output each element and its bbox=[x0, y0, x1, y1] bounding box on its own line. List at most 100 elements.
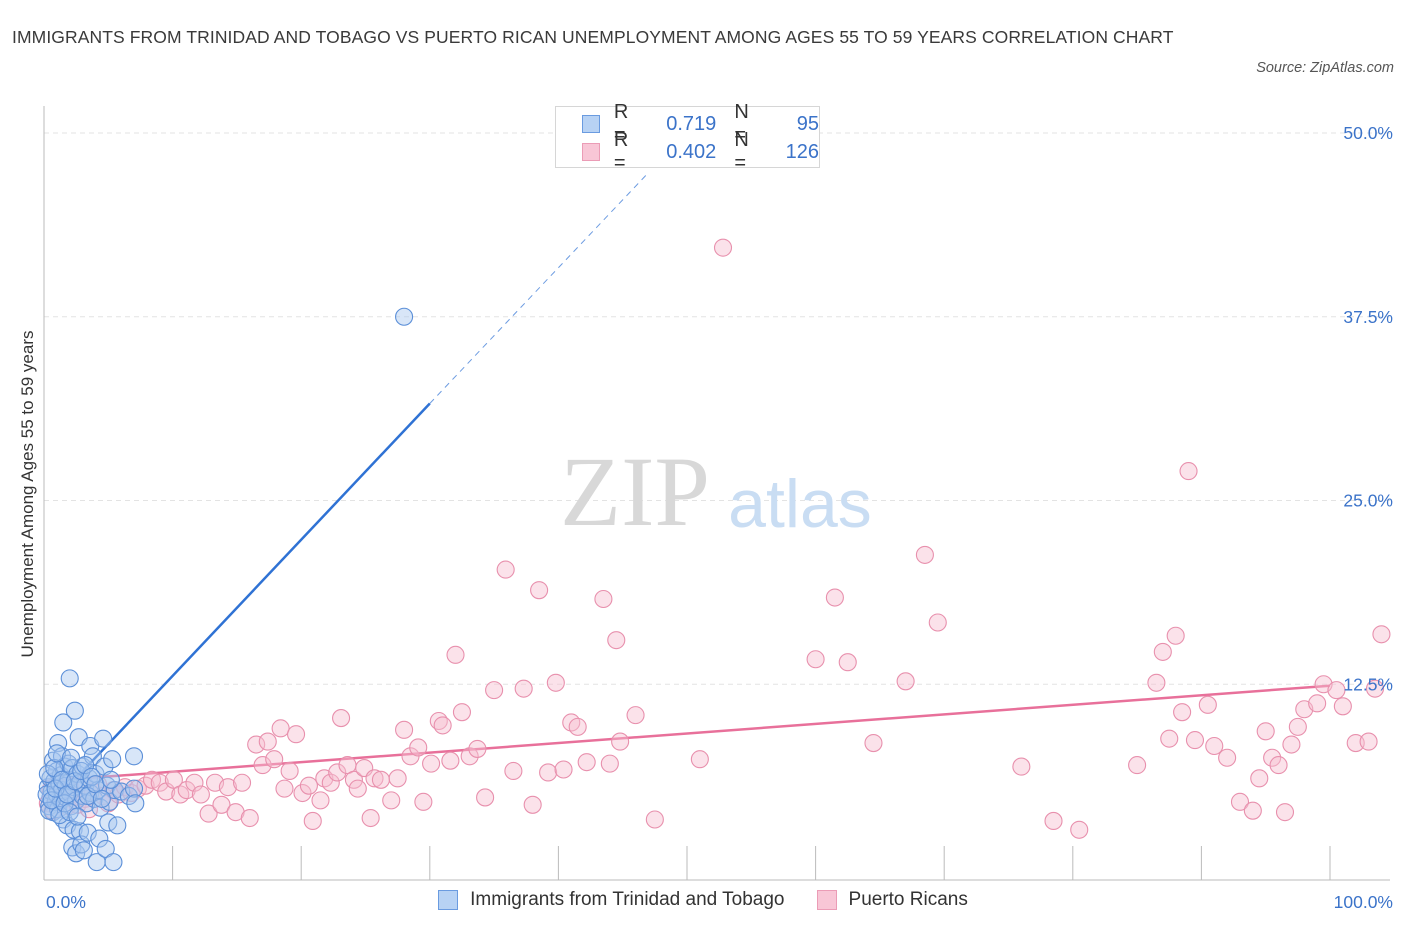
pink-point bbox=[409, 738, 428, 757]
legend-n-label: N = bbox=[734, 101, 749, 146]
pink-point bbox=[185, 773, 204, 792]
blue-point bbox=[65, 701, 84, 720]
pink-point bbox=[361, 808, 380, 828]
blue-point bbox=[108, 816, 127, 835]
blue-point bbox=[50, 806, 69, 825]
source-label: Source: ZipAtlas.com bbox=[1256, 60, 1394, 76]
trend-line-blue-extension bbox=[429, 172, 649, 404]
pink-point bbox=[476, 788, 495, 807]
pink-point bbox=[864, 733, 883, 753]
pink-point bbox=[806, 650, 825, 669]
pink-point bbox=[928, 613, 947, 632]
tick-labels: 12.5% 25.0% 37.5% 50.0% 0.0% 100.0% bbox=[46, 123, 1393, 912]
legend-row-blue: R = 0.719 N = 95 bbox=[582, 101, 820, 146]
y-axis-label: Unemployment Among Ages 55 to 59 years bbox=[18, 330, 37, 658]
pink-point bbox=[514, 679, 533, 698]
bottom-legend-label-blue: Immigrants from Trinidad and Tobago bbox=[470, 889, 785, 910]
legend-swatch-blue bbox=[582, 115, 600, 133]
legend-n-label: N = bbox=[734, 129, 749, 174]
y-tick-label: 50.0% bbox=[1343, 123, 1393, 143]
pink-point bbox=[441, 751, 460, 770]
y-tick-label: 12.5% bbox=[1343, 674, 1393, 694]
blue-point bbox=[103, 750, 122, 769]
pink-point bbox=[212, 795, 231, 814]
legend-n-value: 126 bbox=[785, 140, 820, 163]
blue-point bbox=[70, 822, 90, 841]
blue-point bbox=[78, 823, 97, 842]
pink-point bbox=[1173, 703, 1192, 722]
blue-point bbox=[68, 807, 87, 826]
pink-point bbox=[594, 589, 613, 609]
pink-point bbox=[311, 791, 330, 810]
pink-point bbox=[150, 773, 169, 792]
blue-point bbox=[96, 839, 115, 858]
pink-point bbox=[896, 672, 915, 691]
y-tick-label: 37.5% bbox=[1343, 307, 1393, 327]
pink-point bbox=[371, 770, 390, 789]
pink-point bbox=[191, 785, 210, 804]
blue-point bbox=[58, 785, 77, 804]
pink-point bbox=[1070, 820, 1089, 839]
blue-point bbox=[76, 756, 95, 775]
pink-point bbox=[232, 773, 252, 792]
pink-point bbox=[539, 763, 558, 782]
pink-point bbox=[607, 631, 626, 650]
pink-point bbox=[554, 760, 573, 779]
pink-point bbox=[395, 720, 414, 739]
legend-n-value: 95 bbox=[796, 112, 820, 135]
watermark-atlas: atlas bbox=[728, 466, 872, 542]
pink-point bbox=[1333, 697, 1352, 716]
pink-point bbox=[446, 645, 465, 664]
pink-point bbox=[344, 770, 363, 789]
pink-point bbox=[303, 811, 322, 831]
blue-point bbox=[65, 772, 84, 791]
pink-point bbox=[177, 781, 196, 800]
pink-point bbox=[1153, 642, 1172, 661]
pink-point bbox=[626, 706, 645, 725]
watermark-zip: ZIP bbox=[560, 436, 710, 547]
chart-title: IMMIGRANTS FROM TRINIDAD AND TOBAGO VS P… bbox=[12, 27, 1174, 47]
pink-point bbox=[546, 673, 565, 692]
blue-point bbox=[46, 779, 65, 798]
pink-point bbox=[825, 588, 844, 607]
pink-point bbox=[645, 810, 664, 829]
pink-point bbox=[1282, 735, 1301, 754]
pink-point bbox=[299, 776, 318, 795]
pink-point bbox=[1288, 717, 1307, 736]
pink-point bbox=[1160, 729, 1179, 748]
trend-lines bbox=[43, 172, 1331, 813]
blue-point bbox=[101, 770, 120, 789]
pink-point bbox=[1250, 769, 1269, 788]
legend-r-value: 0.402 bbox=[666, 140, 717, 163]
bottom-legend-item-pink[interactable]: Puerto Ricans bbox=[816, 889, 968, 911]
pink-point bbox=[713, 238, 733, 257]
pink-point bbox=[1205, 736, 1224, 756]
pink-point bbox=[1198, 695, 1217, 714]
blue-point bbox=[124, 779, 144, 798]
pink-point bbox=[287, 725, 306, 744]
pink-point bbox=[485, 681, 504, 700]
x-tick-label-max: 100.0% bbox=[1334, 892, 1393, 912]
pink-point bbox=[611, 732, 630, 751]
bottom-legend-item-blue[interactable]: Immigrants from Trinidad and Tobago bbox=[438, 889, 785, 911]
pink-point bbox=[1128, 756, 1147, 775]
bottom-legend-swatch-pink bbox=[816, 890, 837, 910]
pink-point bbox=[265, 750, 284, 769]
pink-point bbox=[271, 719, 290, 738]
bottom-legend-label-pink: Puerto Ricans bbox=[848, 889, 968, 910]
pink-point bbox=[253, 756, 272, 775]
pink-point bbox=[468, 739, 487, 758]
pink-point bbox=[690, 750, 709, 769]
pink-point bbox=[1359, 732, 1378, 751]
pink-point bbox=[1263, 748, 1282, 767]
grid-lines bbox=[44, 132, 1390, 685]
blue-point bbox=[104, 853, 123, 872]
trend-line-blue bbox=[43, 402, 431, 813]
blue-point bbox=[92, 789, 111, 808]
pink-point bbox=[414, 792, 433, 811]
pink-point bbox=[280, 761, 299, 781]
blue-point bbox=[395, 307, 414, 326]
blue-point bbox=[90, 829, 109, 848]
blue-point bbox=[60, 669, 79, 688]
blue-point bbox=[126, 794, 145, 813]
